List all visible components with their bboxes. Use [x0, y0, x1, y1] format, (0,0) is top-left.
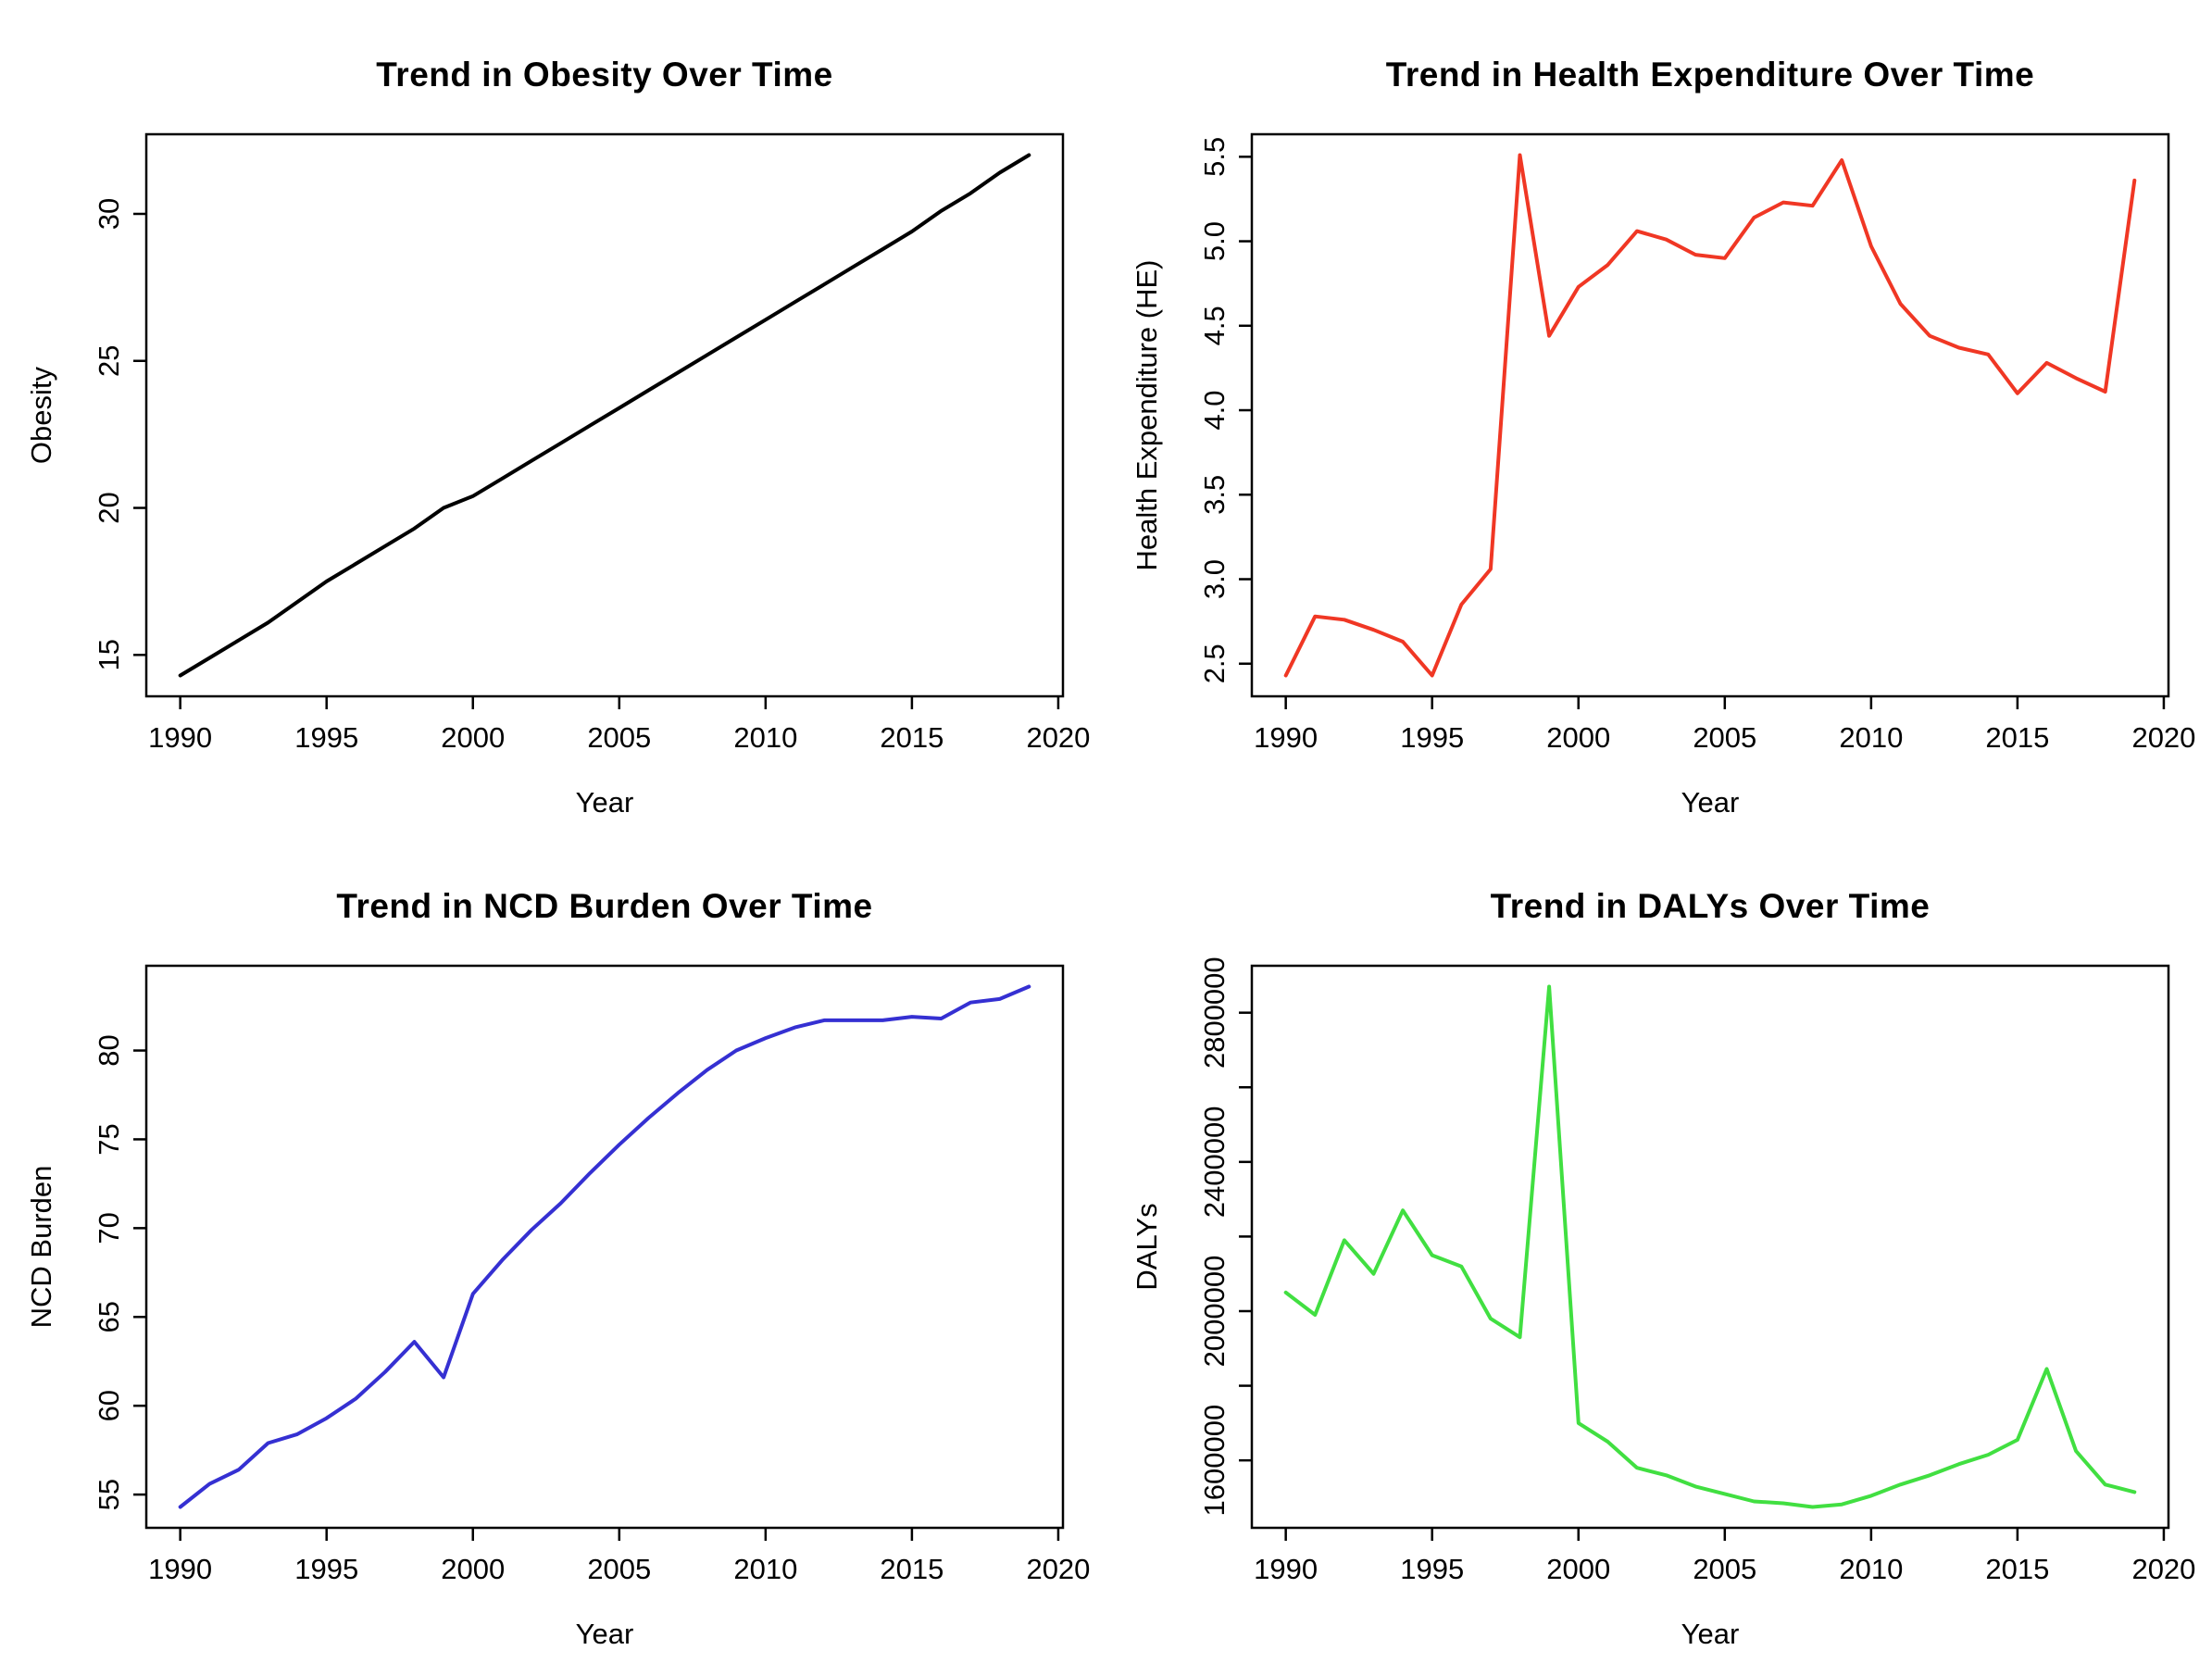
x-tick-label: 1995	[1400, 721, 1464, 754]
y-tick-label: 4.0	[1198, 390, 1231, 430]
chart-title: Trend in DALYs Over Time	[1490, 887, 1931, 925]
x-tick-label: 2005	[587, 721, 651, 754]
y-tick-label: 65	[93, 1301, 125, 1332]
y-tick-label: 80	[93, 1034, 125, 1066]
x-tick-label: 2010	[1839, 1553, 1903, 1585]
x-tick-label: 2015	[880, 1553, 944, 1585]
obesity-series-line	[178, 153, 1031, 678]
x-tick-label: 1990	[1254, 721, 1318, 754]
x-tick-label: 2015	[1985, 721, 2049, 754]
plot-box	[144, 964, 1065, 1530]
y-axis-title: NCD Burden	[25, 1166, 57, 1329]
x-tick-label: 2015	[880, 721, 944, 754]
obesity-plot-svg: 1990 1995 2000 2005 2010 2015 2020 15 20 25 30 Year…	[25, 132, 1090, 819]
chart-title: Trend in Obesity Over Time	[376, 56, 833, 94]
dalys-series-line	[1283, 984, 2137, 1509]
y-tick-label: 55	[93, 1479, 125, 1510]
chart-title: Trend in NCD Burden Over Time	[336, 887, 873, 925]
x-tick-label: 1990	[148, 1553, 212, 1585]
y-axis-title: Obesity	[25, 366, 57, 464]
x-tick-label: 2000	[1546, 1553, 1610, 1585]
plot-box	[1250, 964, 2170, 1530]
x-tick-label: 1995	[294, 721, 358, 754]
x-tick-label: 2005	[1693, 721, 1756, 754]
panel-health-expenditure: Trend in Health Expenditure Over Time 19…	[1106, 0, 2212, 832]
x-tick-label: 2020	[2131, 1553, 2195, 1585]
x-tick-label: 2020	[1026, 1553, 1090, 1585]
y-tick-label: 3.0	[1198, 559, 1231, 599]
ncd-burden-plot-svg: 1990 1995 2000 2005 2010 2015 2020 55 60 65 70 75 80…	[25, 964, 1090, 1650]
y-axis-title: DALYs	[1131, 1203, 1163, 1290]
y-tick-label: 3.5	[1198, 475, 1231, 515]
axes: 1990 1995 2000 2005 2010 2015 2020 1600000 20000…	[1131, 957, 2195, 1650]
y-tick-label: 1600000	[1198, 1405, 1231, 1517]
x-tick-label: 2010	[733, 1553, 797, 1585]
y-tick-label: 60	[93, 1390, 125, 1421]
panel-dalys: Trend in DALYs Over Time 1990 1995 2000 200…	[1106, 832, 2212, 1663]
y-tick-label: 5.5	[1198, 137, 1231, 177]
y-tick-label: 25	[93, 345, 125, 377]
chart-title: Trend in Health Expenditure Over Time	[1385, 56, 2035, 94]
x-tick-label: 2000	[441, 721, 505, 754]
y-tick-label: 15	[93, 639, 125, 670]
x-tick-label: 2005	[1693, 1553, 1756, 1585]
x-tick-label: 2010	[733, 721, 797, 754]
x-tick-label: 1990	[148, 721, 212, 754]
x-tick-label: 1995	[294, 1553, 358, 1585]
health-expenditure-series-line	[1283, 153, 2137, 678]
y-tick-label: 2.5	[1198, 644, 1231, 683]
x-tick-label: 1995	[1400, 1553, 1464, 1585]
y-tick-label: 2000000	[1198, 1256, 1231, 1368]
y-tick-label: 20	[93, 492, 125, 523]
y-tick-label: 5.0	[1198, 221, 1231, 261]
x-axis-title: Year	[576, 786, 634, 819]
y-tick-label: 70	[93, 1212, 125, 1244]
x-tick-label: 2020	[2131, 721, 2195, 754]
y-tick-label: 4.5	[1198, 306, 1231, 345]
y-tick-label: 75	[93, 1123, 125, 1155]
y-tick-label: 30	[93, 198, 125, 230]
dalys-plot-svg: 1990 1995 2000 2005 2010 2015 2020 1600000 20000…	[1131, 957, 2195, 1650]
axes: 1990 1995 2000 2005 2010 2015 2020 55 60 65 70 75 80…	[25, 1034, 1090, 1650]
y-axis-title: Health Expenditure (HE)	[1131, 260, 1163, 571]
y-tick-label: 2800000	[1198, 957, 1231, 1069]
axes: 1990 1995 2000 2005 2010 2015 2020 15 20 25 30 Year…	[25, 198, 1090, 819]
health-expenditure-plot-svg: 1990 1995 2000 2005 2010 2015 2020 2.5 3.0 3.5 4.0…	[1131, 132, 2195, 819]
x-tick-label: 2020	[1026, 721, 1090, 754]
panel-ncd-burden: Trend in NCD Burden Over Time 1990 1995 20…	[0, 832, 1106, 1663]
x-tick-label: 2010	[1839, 721, 1903, 754]
axes: 1990 1995 2000 2005 2010 2015 2020 2.5 3.0 3.5 4.0…	[1131, 137, 2195, 819]
x-tick-label: 2000	[1546, 721, 1610, 754]
ncd-burden-series-line	[178, 984, 1031, 1509]
x-tick-label: 2000	[441, 1553, 505, 1585]
x-tick-label: 2015	[1985, 1553, 2049, 1585]
x-tick-label: 1990	[1254, 1553, 1318, 1585]
panel-obesity: Trend in Obesity Over Time 1990 1995 2000 2…	[0, 0, 1106, 832]
x-axis-title: Year	[576, 1618, 634, 1650]
x-axis-title: Year	[1681, 786, 1740, 819]
x-tick-label: 2005	[587, 1553, 651, 1585]
plot-box	[144, 132, 1065, 698]
y-tick-label: 2400000	[1198, 1106, 1231, 1218]
x-axis-title: Year	[1681, 1618, 1740, 1650]
plot-box	[1250, 132, 2170, 698]
